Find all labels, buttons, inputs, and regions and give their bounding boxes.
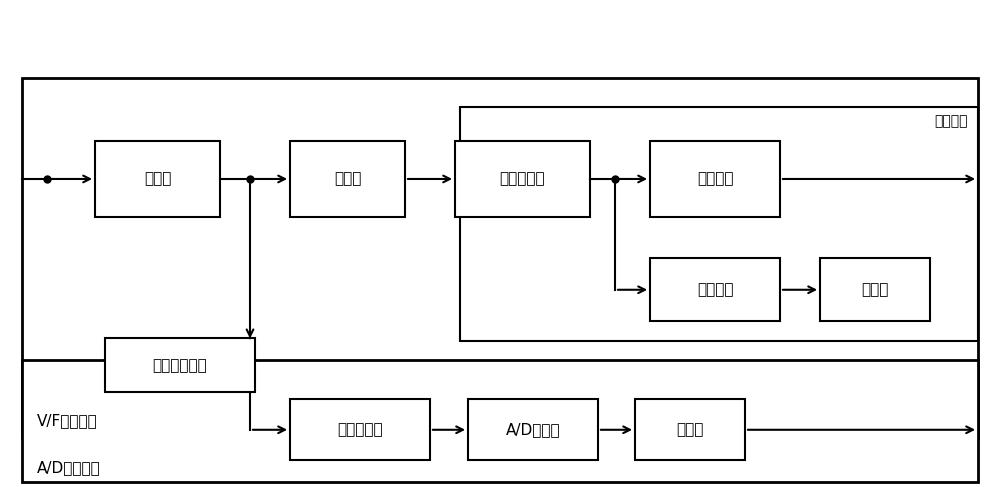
Text: 积分器: 积分器 xyxy=(144,171,171,187)
Text: A/D转换模块: A/D转换模块 xyxy=(37,460,101,475)
Bar xyxy=(105,338,255,392)
Text: 整数部分: 整数部分 xyxy=(934,114,968,129)
Text: 前置放大电路: 前置放大电路 xyxy=(153,358,207,373)
Bar xyxy=(650,258,780,321)
Bar xyxy=(95,141,220,217)
Text: 缓冲器: 缓冲器 xyxy=(676,422,704,437)
Bar xyxy=(650,141,780,217)
Text: 逻辑开关: 逻辑开关 xyxy=(697,282,733,297)
Bar xyxy=(290,399,430,460)
Bar xyxy=(820,258,930,321)
Text: 比较器: 比较器 xyxy=(334,171,361,187)
Text: 恒流源: 恒流源 xyxy=(861,282,889,297)
Text: V/F转换模块: V/F转换模块 xyxy=(37,413,98,429)
Bar xyxy=(290,141,405,217)
Bar xyxy=(22,360,978,482)
Bar xyxy=(635,399,745,460)
Bar xyxy=(460,107,978,341)
Bar xyxy=(455,141,590,217)
Text: 采样保持器: 采样保持器 xyxy=(337,422,383,437)
Text: 单稳电路: 单稳电路 xyxy=(697,171,733,187)
Text: A/D转换器: A/D转换器 xyxy=(506,422,560,437)
Text: 逻辑触发器: 逻辑触发器 xyxy=(500,171,545,187)
Bar xyxy=(22,78,978,438)
Bar xyxy=(468,399,598,460)
